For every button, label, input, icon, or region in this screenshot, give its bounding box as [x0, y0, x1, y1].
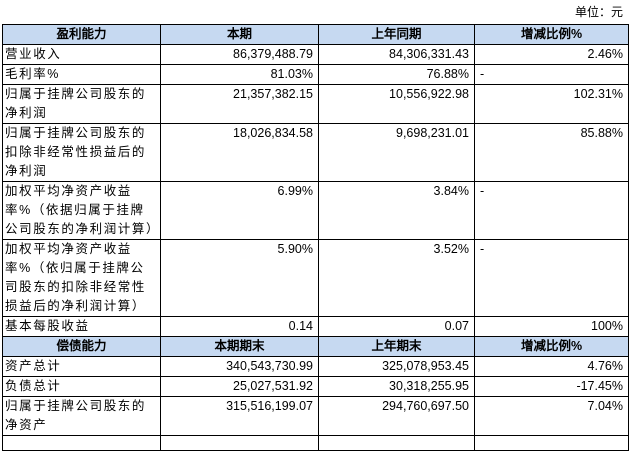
value-cell: 0.14	[160, 316, 319, 337]
value-cell: 9,698,231.01	[318, 123, 475, 182]
data-row: 基本每股收益 0.14 0.07 100%	[2, 316, 629, 337]
row-label: 归属于挂牌公司股东的扣除非经常性损益后的净利润	[2, 123, 161, 182]
header-cell: 偿债能力	[2, 336, 161, 357]
value-cell: -	[474, 239, 629, 317]
data-row: 加权平均净资产收益率%（依归属于挂牌公司股东的扣除非经常性损益后的净利润计算） 5…	[2, 239, 629, 317]
value-cell: 84,306,331.43	[318, 44, 475, 65]
data-row: 归属于挂牌公司股东的净利润 21,357,382.15 10,556,922.98 1…	[2, 84, 629, 124]
row-label: 资产总计	[2, 356, 161, 377]
value-cell: 2.46%	[474, 44, 629, 65]
header-row: 偿债能力 本期期末 上年期末 增减比例%	[2, 336, 629, 357]
header-cell: 增减比例%	[474, 336, 629, 357]
value-cell: 30,318,255.95	[318, 376, 475, 397]
header-cell: 上年期末	[318, 336, 475, 357]
value-cell: 0.07	[318, 316, 475, 337]
data-row: 毛利率% 81.03% 76.88% -	[2, 64, 629, 85]
value-cell: 4.76%	[474, 356, 629, 377]
value-cell: 315,516,199.07	[160, 396, 319, 436]
row-label: 营业收入	[2, 44, 161, 65]
value-cell: 3.84%	[318, 181, 475, 240]
value-cell: 294,760,697.50	[318, 396, 475, 436]
value-cell: 85.88%	[474, 123, 629, 182]
row-label: 归属于挂牌公司股东的净利润	[2, 84, 161, 124]
header-cell: 本期期末	[160, 336, 319, 357]
value-cell: 81.03%	[160, 64, 319, 85]
value-cell: 21,357,382.15	[160, 84, 319, 124]
row-label: 加权平均净资产收益率%（依据归属于挂牌公司股东的净利润计算）	[2, 181, 161, 240]
value-cell: 340,543,730.99	[160, 356, 319, 377]
row-label: 毛利率%	[2, 64, 161, 85]
row-label: 负债总计	[2, 376, 161, 397]
header-cell: 增减比例%	[474, 24, 629, 45]
value-cell: -17.45%	[474, 376, 629, 397]
header-cell: 盈利能力	[2, 24, 161, 45]
data-row: 负债总计 25,027,531.92 30,318,255.95 -17.45%	[2, 376, 629, 397]
value-cell: 86,379,488.79	[160, 44, 319, 65]
row-label: 归属于挂牌公司股东的净资产	[2, 396, 161, 436]
value-cell: 6.99%	[160, 181, 319, 240]
header-row: 盈利能力 本期 上年同期 增减比例%	[2, 24, 629, 45]
value-cell: -	[474, 64, 629, 85]
value-cell: 5.90%	[160, 239, 319, 317]
empty-cell	[318, 435, 475, 451]
value-cell: 7.04%	[474, 396, 629, 436]
value-cell: 18,026,834.58	[160, 123, 319, 182]
row-label: 加权平均净资产收益率%（依归属于挂牌公司股东的扣除非经常性损益后的净利润计算）	[2, 239, 161, 317]
unit-label: 单位：元	[574, 5, 623, 19]
empty-cell	[474, 435, 629, 451]
header-cell: 本期	[160, 24, 319, 45]
value-cell: 102.31%	[474, 84, 629, 124]
header-cell: 上年同期	[318, 24, 475, 45]
row-label: 基本每股收益	[2, 316, 161, 337]
empty-cell	[160, 435, 319, 451]
value-cell: -	[474, 181, 629, 240]
partial-row	[2, 435, 629, 451]
data-row: 归属于挂牌公司股东的扣除非经常性损益后的净利润 18,026,834.58 9,69…	[2, 123, 629, 182]
data-row: 归属于挂牌公司股东的净资产 315,516,199.07 294,760,697.5…	[2, 396, 629, 436]
data-row: 资产总计 340,543,730.99 325,078,953.45 4.76%	[2, 356, 629, 377]
value-cell: 3.52%	[318, 239, 475, 317]
value-cell: 25,027,531.92	[160, 376, 319, 397]
data-row: 营业收入 86,379,488.79 84,306,331.43 2.46%	[2, 44, 629, 65]
empty-cell	[2, 435, 161, 451]
value-cell: 10,556,922.98	[318, 84, 475, 124]
financial-table: 盈利能力 本期 上年同期 增减比例% 营业收入 86,379,488.79 84,306,3…	[2, 24, 629, 451]
value-cell: 325,078,953.45	[318, 356, 475, 377]
value-cell: 100%	[474, 316, 629, 337]
data-row: 加权平均净资产收益率%（依据归属于挂牌公司股东的净利润计算） 6.99% 3.84%…	[2, 181, 629, 240]
value-cell: 76.88%	[318, 64, 475, 85]
